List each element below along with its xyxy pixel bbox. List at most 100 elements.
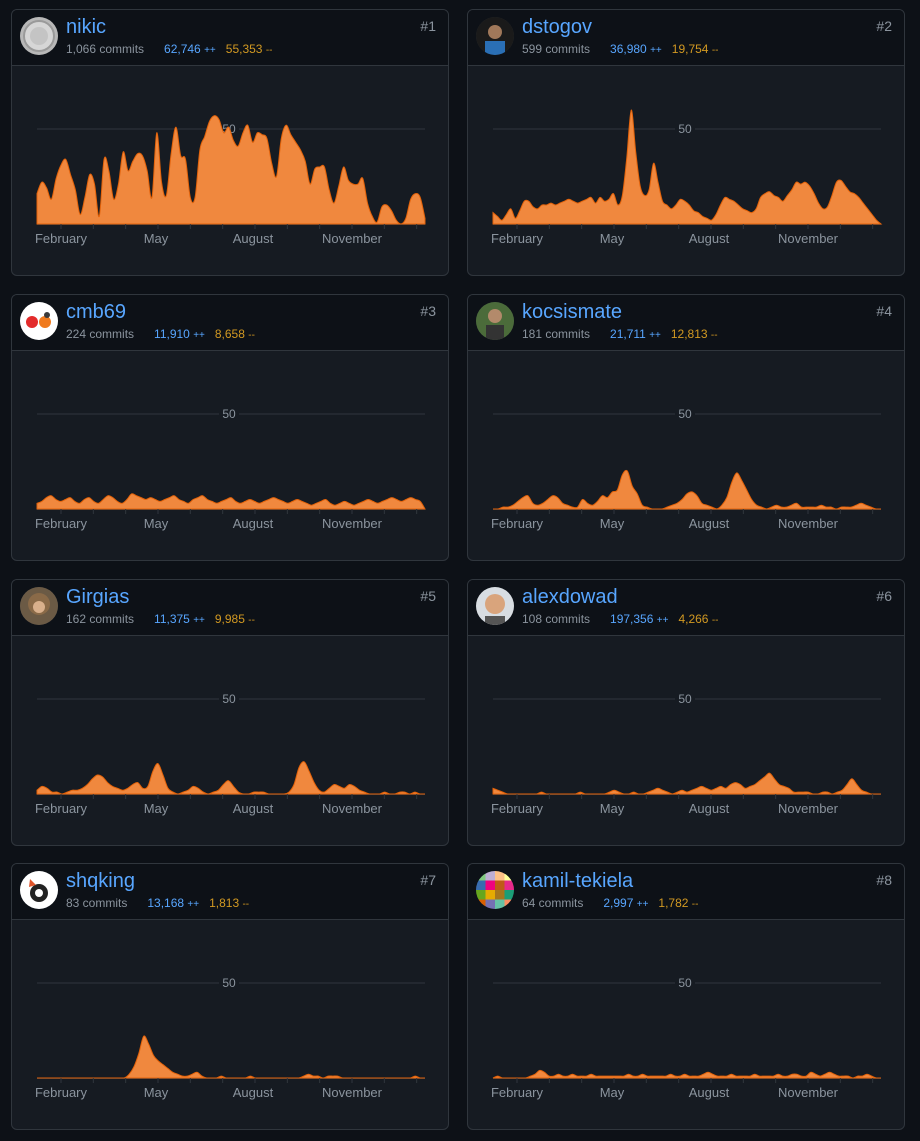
avatar[interactable] bbox=[20, 302, 58, 340]
additions-suffix: ++ bbox=[204, 45, 216, 56]
avatar[interactable] bbox=[476, 587, 514, 625]
username-link[interactable]: shqking bbox=[66, 870, 135, 892]
username-link[interactable]: nikic bbox=[66, 16, 107, 38]
contributor-card: kocsismate 181 commits 21,711 ++ 12,813 --… bbox=[467, 294, 905, 561]
smiling-man-avatar bbox=[476, 587, 514, 625]
month-label: February bbox=[491, 516, 544, 531]
month-label: February bbox=[35, 516, 88, 531]
month-label: August bbox=[233, 1085, 274, 1100]
username-link[interactable]: Girgias bbox=[66, 586, 130, 608]
deletions-count: 55,353 -- bbox=[226, 42, 273, 56]
avatar[interactable] bbox=[476, 871, 514, 909]
card-header: nikic 1,066 commits 62,746 ++ 55,353 -- #1 bbox=[12, 10, 448, 66]
month-label: August bbox=[689, 1085, 730, 1100]
additions-suffix: ++ bbox=[193, 615, 205, 626]
additions-value: 11,375 bbox=[154, 612, 190, 626]
deletions-suffix: -- bbox=[711, 615, 719, 626]
username-link[interactable]: kocsismate bbox=[522, 301, 623, 323]
additions-count: 36,980 ++ bbox=[610, 42, 662, 56]
additions-suffix: ++ bbox=[636, 899, 649, 910]
month-label: February bbox=[35, 231, 88, 246]
deletions-suffix: -- bbox=[711, 45, 719, 56]
additions-value: 62,746 bbox=[164, 42, 201, 56]
commit-area bbox=[36, 493, 426, 510]
contribution-stats: 108 commits 197,356 ++ 4,266 -- bbox=[522, 612, 719, 626]
commit-count[interactable]: 162 commits bbox=[66, 612, 135, 626]
additions-value: 197,356 bbox=[610, 612, 654, 626]
commit-area bbox=[36, 1035, 425, 1079]
commit-area bbox=[492, 1069, 881, 1079]
rank-badge: #3 bbox=[420, 303, 436, 319]
y-axis-label: 50 bbox=[678, 407, 692, 421]
commit-count[interactable]: 599 commits bbox=[522, 42, 591, 56]
deletions-value: 55,353 bbox=[225, 42, 263, 56]
avatar[interactable] bbox=[20, 871, 58, 909]
deletions-count: 1,782 -- bbox=[658, 896, 698, 910]
contributor-card: Girgias 162 commits 11,375 ++ 9,985 -- #5 … bbox=[11, 579, 449, 846]
contributor-card: cmb69 224 commits 11,910 ++ 8,658 -- #3 50… bbox=[11, 294, 449, 561]
additions-count: 62,746 ++ bbox=[164, 42, 216, 56]
man-forest-avatar bbox=[476, 302, 514, 340]
username-link[interactable]: alexdowad bbox=[522, 586, 618, 608]
commit-count[interactable]: 1,066 commits bbox=[66, 42, 145, 56]
commit-area bbox=[492, 109, 883, 225]
deletions-suffix: -- bbox=[265, 45, 273, 56]
additions-count: 21,711 ++ bbox=[610, 327, 661, 341]
additions-value: 13,168 bbox=[147, 896, 185, 910]
commit-count[interactable]: 224 commits bbox=[66, 327, 135, 341]
contribution-stats: 181 commits 21,711 ++ 12,813 -- bbox=[522, 327, 718, 341]
username-link[interactable]: cmb69 bbox=[66, 301, 127, 323]
commit-count[interactable]: 64 commits bbox=[522, 896, 584, 910]
commit-count[interactable]: 181 commits bbox=[522, 327, 591, 341]
month-label: November bbox=[322, 516, 383, 531]
avatar[interactable] bbox=[476, 17, 514, 55]
month-label: May bbox=[600, 801, 625, 816]
card-header: dstogov 599 commits 36,980 ++ 19,754 -- #2 bbox=[468, 10, 904, 66]
pixel-mosaic-avatar bbox=[476, 871, 514, 909]
rank-badge: #2 bbox=[876, 18, 892, 34]
rank-badge: #7 bbox=[420, 872, 436, 888]
contributor-card: kamil-tekiela 64 commits 2,997 ++ 1,782 --… bbox=[467, 863, 905, 1130]
month-label: November bbox=[778, 1085, 839, 1100]
y-axis-label: 50 bbox=[222, 976, 236, 990]
username-link[interactable]: kamil-tekiela bbox=[522, 870, 634, 892]
avatar[interactable] bbox=[476, 302, 514, 340]
additions-count: 11,375 ++ bbox=[154, 612, 205, 626]
avatar[interactable] bbox=[20, 17, 58, 55]
month-label: August bbox=[689, 516, 730, 531]
rank-badge: #4 bbox=[876, 303, 892, 319]
card-header: cmb69 224 commits 11,910 ++ 8,658 -- #3 bbox=[12, 295, 448, 351]
additions-value: 2,997 bbox=[603, 896, 634, 910]
additions-count: 197,356 ++ bbox=[610, 612, 668, 626]
avatar[interactable] bbox=[20, 587, 58, 625]
deletions-value: 1,813 bbox=[209, 896, 240, 910]
contribution-stats: 599 commits 36,980 ++ 19,754 -- bbox=[522, 42, 718, 56]
deletions-suffix: -- bbox=[248, 615, 255, 626]
month-label: August bbox=[689, 801, 730, 816]
commit-count[interactable]: 83 commits bbox=[66, 896, 128, 910]
username-link[interactable]: dstogov bbox=[522, 16, 593, 38]
y-axis-label: 50 bbox=[222, 407, 236, 421]
month-label: May bbox=[144, 1085, 169, 1100]
elephant-avatar bbox=[20, 302, 58, 340]
month-label: February bbox=[35, 801, 88, 816]
month-label: November bbox=[322, 1085, 383, 1100]
additions-suffix: ++ bbox=[187, 899, 200, 910]
card-header: Girgias 162 commits 11,375 ++ 9,985 -- #5 bbox=[12, 580, 448, 636]
commit-area bbox=[492, 772, 881, 795]
additions-value: 11,910 bbox=[154, 327, 190, 341]
commit-count[interactable]: 108 commits bbox=[522, 612, 591, 626]
deletions-count: 19,754 -- bbox=[672, 42, 719, 56]
rank-badge: #8 bbox=[876, 872, 892, 888]
month-label: May bbox=[600, 1085, 625, 1100]
curly-hair-avatar bbox=[20, 587, 58, 625]
deletions-count: 1,813 -- bbox=[209, 896, 249, 910]
month-label: May bbox=[600, 516, 625, 531]
deletions-count: 12,813 -- bbox=[671, 327, 718, 341]
contributor-card: nikic 1,066 commits 62,746 ++ 55,353 -- #1… bbox=[11, 9, 449, 276]
